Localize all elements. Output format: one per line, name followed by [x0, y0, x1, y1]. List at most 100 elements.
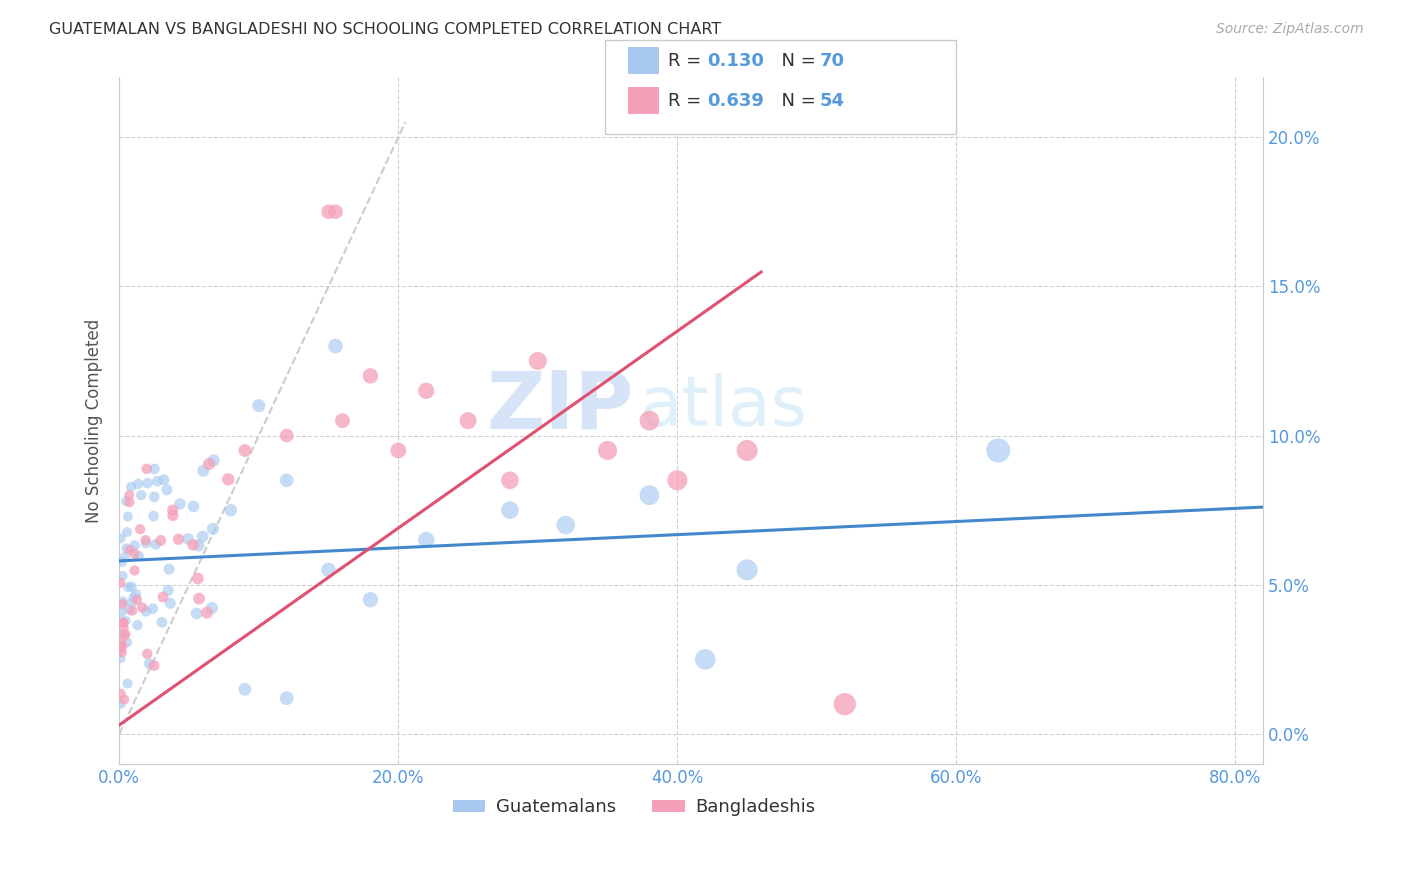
Point	[131, 600, 153, 615]
Point	[124, 564, 146, 578]
Point	[359, 592, 381, 607]
Point	[110, 575, 132, 590]
Point	[735, 563, 758, 577]
Point	[987, 443, 1010, 458]
Point	[149, 533, 172, 548]
Point	[121, 596, 143, 610]
Point	[198, 457, 221, 471]
Point	[136, 647, 159, 661]
Point	[143, 462, 166, 476]
Point	[142, 601, 165, 615]
Point	[150, 615, 173, 630]
Text: 70: 70	[820, 52, 845, 70]
Point	[457, 414, 479, 428]
Point	[110, 642, 132, 657]
Point	[332, 414, 354, 428]
Point	[112, 615, 135, 630]
Point	[325, 339, 347, 353]
Point	[666, 473, 689, 487]
Point	[325, 204, 347, 219]
Point	[276, 473, 298, 487]
Point	[157, 583, 180, 598]
Point	[111, 605, 134, 619]
Point	[115, 635, 138, 649]
Point	[114, 614, 136, 628]
Point	[638, 488, 661, 502]
Point	[187, 539, 209, 553]
Point	[554, 518, 576, 533]
Point	[110, 640, 132, 654]
Point	[115, 541, 138, 556]
Point	[145, 537, 167, 551]
Point	[127, 476, 149, 491]
Point	[181, 538, 204, 552]
Point	[112, 615, 135, 630]
Text: ZIP: ZIP	[486, 368, 634, 446]
Point	[193, 464, 215, 478]
Text: R =: R =	[668, 52, 707, 70]
Point	[157, 562, 180, 576]
Point	[143, 658, 166, 673]
Point	[125, 587, 148, 601]
Point	[111, 637, 134, 651]
Point	[169, 497, 191, 511]
Point	[112, 629, 135, 643]
Point	[135, 533, 157, 548]
Point	[387, 443, 409, 458]
Point	[318, 204, 340, 219]
Point	[120, 480, 142, 494]
Point	[152, 590, 174, 604]
Point	[195, 606, 218, 620]
Point	[128, 549, 150, 563]
Point	[110, 614, 132, 628]
Point	[735, 443, 758, 458]
Point	[834, 697, 856, 711]
Point	[201, 522, 224, 536]
Point	[159, 596, 181, 610]
Point	[124, 538, 146, 552]
Point	[135, 462, 157, 476]
Point	[122, 591, 145, 605]
Point	[110, 651, 132, 665]
Point	[127, 618, 149, 632]
Legend: Guatemalans, Bangladeshis: Guatemalans, Bangladeshis	[446, 791, 823, 823]
Point	[135, 536, 157, 550]
Point	[527, 354, 550, 368]
Point	[359, 368, 381, 383]
Text: atlas: atlas	[640, 374, 807, 441]
Point	[121, 580, 143, 594]
Point	[217, 472, 239, 486]
Point	[276, 691, 298, 706]
Point	[156, 483, 179, 497]
Point	[177, 532, 200, 546]
Point	[117, 509, 139, 524]
Point	[188, 591, 211, 606]
Point	[111, 569, 134, 583]
Point	[111, 645, 134, 659]
Point	[114, 549, 136, 564]
Point	[153, 473, 176, 487]
Point	[318, 563, 340, 577]
Point	[142, 509, 165, 524]
Point	[110, 697, 132, 711]
Point	[111, 640, 134, 654]
Point	[247, 399, 270, 413]
Point	[167, 532, 190, 546]
Point	[186, 607, 208, 621]
Point	[118, 488, 141, 502]
Point	[202, 453, 225, 467]
Point	[183, 500, 205, 514]
Point	[115, 525, 138, 540]
Point	[138, 657, 160, 671]
Text: Source: ZipAtlas.com: Source: ZipAtlas.com	[1216, 22, 1364, 37]
Point	[219, 503, 242, 517]
Point	[125, 593, 148, 607]
Point	[162, 503, 184, 517]
Point	[596, 443, 619, 458]
Point	[111, 555, 134, 569]
Point	[695, 652, 717, 666]
Point	[112, 621, 135, 635]
Y-axis label: No Schooling Completed: No Schooling Completed	[86, 318, 103, 523]
Point	[415, 384, 437, 398]
Point	[121, 604, 143, 618]
